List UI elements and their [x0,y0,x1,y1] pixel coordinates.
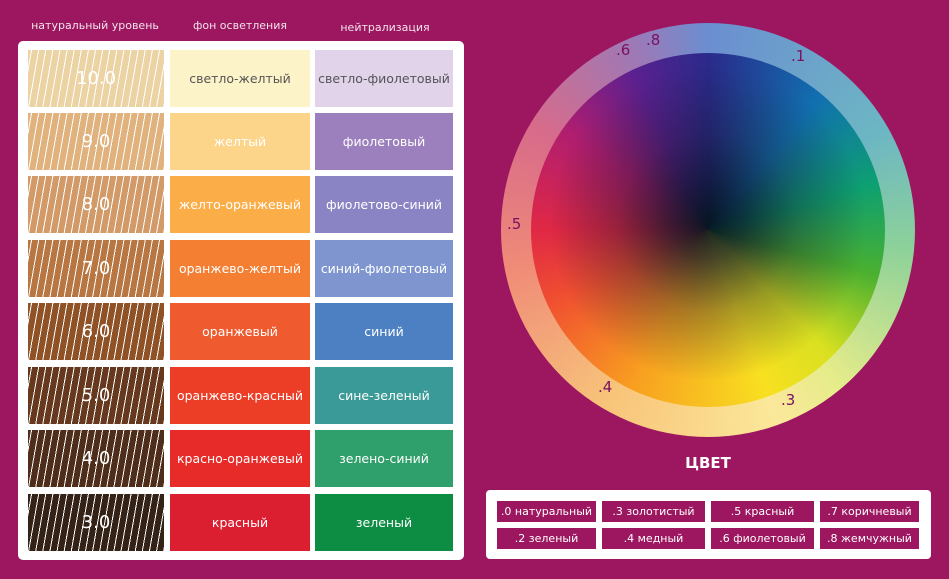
hair-level-swatch: 10.0 [28,50,164,107]
neutralization-cell: светло-фиолетовый [315,50,453,107]
neutralization-cell: синий-фиолетовый [315,240,453,297]
lightening-background-cell: желтый [170,113,310,170]
hair-level-swatch: 8.0 [28,176,164,233]
wheel-label: .8 [646,31,661,49]
lightening-background-cell: светло-желтый [170,50,310,107]
lightening-background-cell: оранжевый [170,303,310,360]
neutralization-cell: зеленый [315,494,453,551]
neutralization-cell: фиолетово-синий [315,176,453,233]
hair-level-swatch: 5.0 [28,367,164,424]
hair-level-swatch: 3.0 [28,494,164,551]
wheel-label: .1 [791,47,806,65]
hair-level-swatch: 6.0 [28,303,164,360]
legend-item: .2 зеленый [497,528,596,549]
lightening-background-cell: желто-оранжевый [170,176,310,233]
neutralization-cell: зелено-синий [315,430,453,487]
lightening-background-cell: красно-оранжевый [170,430,310,487]
legend-item: .3 золотистый [602,501,705,522]
legend-item: .7 коричневый [820,501,919,522]
legend-item: .0 натуральный [497,501,596,522]
hair-level-swatch: 4.0 [28,430,164,487]
hair-level-swatch: 9.0 [28,113,164,170]
header-lightening-background: фон осветления [192,19,287,32]
lightening-background-cell: оранжево-желтый [170,240,310,297]
header-natural-level: натуральный уровень [31,19,159,32]
lightening-background-cell: красный [170,494,310,551]
wheel-label: .3 [781,391,796,409]
legend-item: .4 медный [602,528,705,549]
header-neutralization: нейтрализация [340,21,430,34]
hair-level-swatch: 7.0 [28,240,164,297]
wheel-title: ЦВЕТ [685,454,731,472]
color-wheel-center [531,53,885,407]
legend-item: .5 красный [711,501,814,522]
neutralization-cell: фиолетовый [315,113,453,170]
neutralization-cell: сине-зеленый [315,367,453,424]
neutralization-cell: синий [315,303,453,360]
wheel-label: .6 [616,41,631,59]
wheel-label: .4 [598,378,613,396]
lightening-background-cell: оранжево-красный [170,367,310,424]
legend-item: .8 жемчужный [820,528,919,549]
wheel-label: .5 [507,215,522,233]
legend-item: .6 фиолетовый [711,528,814,549]
